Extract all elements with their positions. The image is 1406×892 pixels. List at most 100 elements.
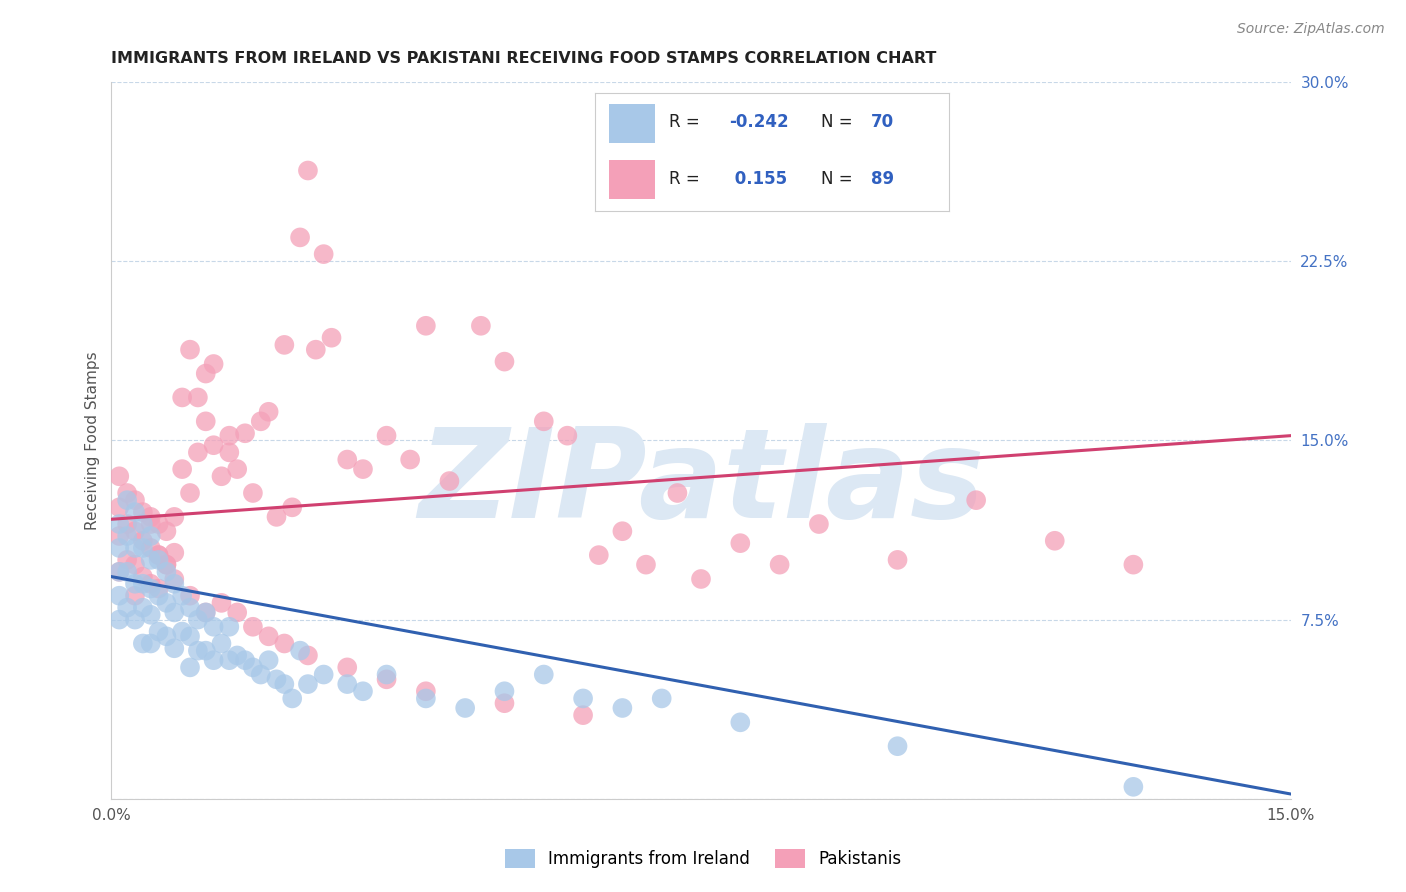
Point (336, 452, 359, 467)
Point (187, 445, 209, 459)
Point (281, 691, 304, 706)
Point (226, 606, 249, 620)
Point (115, 553, 138, 567)
Point (124, 613, 146, 627)
Point (352, 684, 374, 698)
Point (108, 589, 131, 603)
Point (312, 247, 335, 261)
Point (108, 469, 131, 483)
Point (218, 653, 240, 667)
Point (194, 367, 217, 381)
Point (807, 516, 830, 531)
Point (533, 414, 555, 428)
Point (108, 529, 131, 543)
Point (249, 667, 271, 681)
Point (132, 541, 155, 555)
Point (375, 428, 398, 442)
Point (257, 629, 280, 643)
Point (730, 536, 752, 550)
Point (139, 541, 162, 555)
Point (439, 474, 461, 488)
Point (139, 576, 162, 591)
Point (965, 493, 987, 508)
Point (288, 230, 311, 244)
Point (651, 691, 673, 706)
Text: IMMIGRANTS FROM IRELAND VS PAKISTANI RECEIVING FOOD STAMPS CORRELATION CHART: IMMIGRANTS FROM IRELAND VS PAKISTANI REC… (111, 51, 936, 66)
Point (494, 354, 516, 368)
Point (132, 636, 155, 650)
Point (242, 660, 264, 674)
Point (211, 596, 233, 610)
Point (470, 318, 492, 333)
Point (557, 428, 579, 442)
Point (179, 589, 201, 603)
Point (124, 576, 146, 591)
Point (352, 462, 374, 476)
Point (666, 486, 689, 500)
Point (163, 641, 186, 656)
Point (124, 558, 146, 572)
Point (194, 643, 217, 657)
Point (273, 338, 295, 352)
Point (148, 548, 170, 562)
Point (273, 677, 295, 691)
Point (155, 524, 177, 539)
Point (187, 613, 209, 627)
Point (266, 509, 288, 524)
Point (132, 569, 155, 583)
Point (124, 493, 146, 508)
Point (163, 546, 186, 560)
Point (172, 624, 194, 639)
Point (108, 500, 131, 515)
Point (242, 620, 264, 634)
Point (612, 524, 634, 539)
Point (572, 691, 595, 706)
Point (179, 486, 201, 500)
Point (108, 565, 131, 579)
Point (172, 589, 194, 603)
Point (155, 596, 177, 610)
Point (148, 624, 170, 639)
Point (124, 505, 146, 519)
Point (249, 414, 271, 428)
Point (273, 636, 295, 650)
Point (886, 739, 908, 754)
Point (202, 620, 225, 634)
Point (194, 606, 217, 620)
Point (155, 565, 177, 579)
Point (494, 696, 516, 710)
Point (233, 426, 256, 441)
Point (155, 558, 177, 572)
Point (108, 613, 131, 627)
Point (148, 589, 170, 603)
Point (312, 667, 335, 681)
Point (115, 529, 138, 543)
Point (218, 620, 240, 634)
Point (533, 667, 555, 681)
Point (494, 684, 516, 698)
Point (115, 600, 138, 615)
Point (202, 438, 225, 452)
Point (139, 636, 162, 650)
Point (1122, 558, 1144, 572)
Point (194, 606, 217, 620)
Point (336, 660, 359, 674)
Point (399, 452, 422, 467)
Point (768, 558, 790, 572)
Point (187, 643, 209, 657)
Point (155, 558, 177, 572)
Point (108, 516, 131, 531)
Point (139, 516, 162, 531)
Point (612, 701, 634, 715)
Point (1122, 780, 1144, 794)
Point (163, 572, 186, 586)
Point (415, 684, 437, 698)
Point (690, 572, 713, 586)
Point (226, 462, 249, 476)
Point (148, 548, 170, 562)
Point (588, 548, 610, 562)
Point (202, 357, 225, 371)
Point (297, 677, 319, 691)
Point (179, 660, 201, 674)
Point (179, 343, 201, 357)
